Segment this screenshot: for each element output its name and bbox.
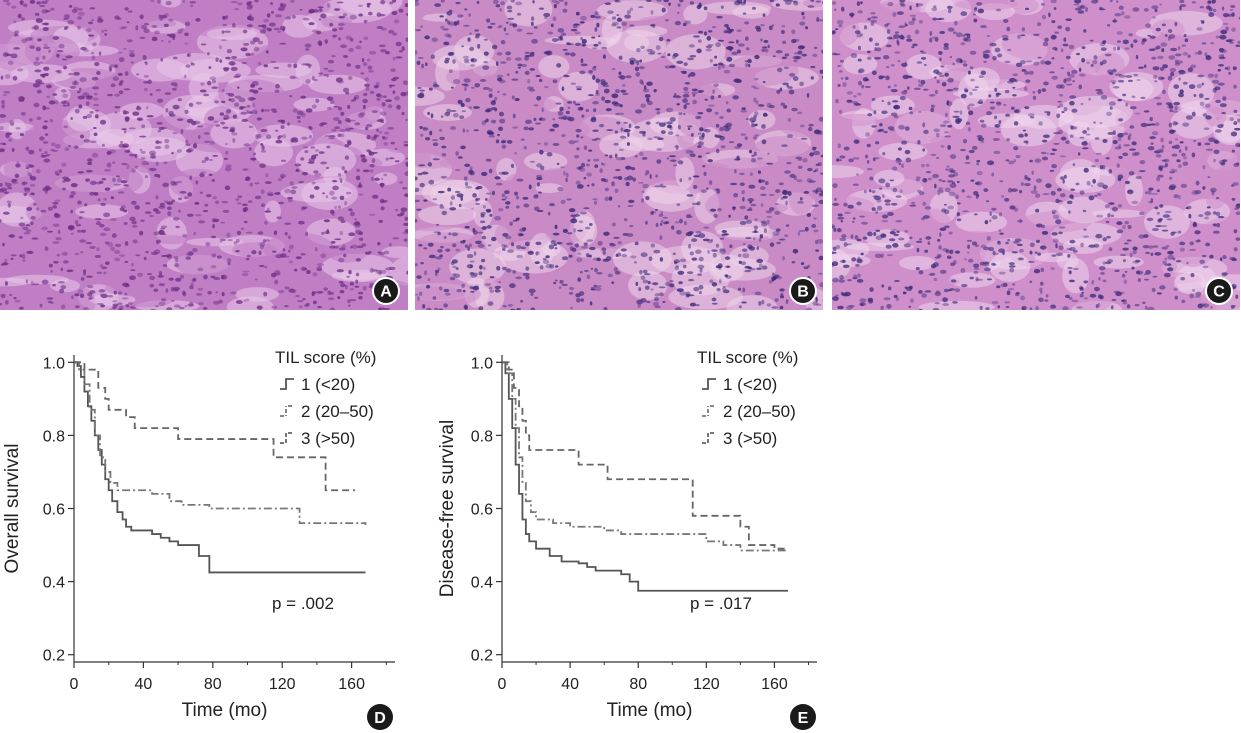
x-tick-label: 0 <box>498 676 507 693</box>
panel-label: A <box>380 284 392 301</box>
survival-curve-dashed <box>74 361 356 492</box>
y-tick-label: 0.4 <box>471 575 493 592</box>
legend-entry: 3 (>50) <box>723 429 777 448</box>
legend: TIL score (%) 1 (<20) 2 (20–50) 3 (>50) <box>697 348 798 448</box>
legend-entry: 2 (20–50) <box>723 402 796 421</box>
panel-label: C <box>1213 284 1225 301</box>
panel-label-badge: D <box>367 704 393 730</box>
y-tick-label: 1.0 <box>43 355 65 372</box>
survival-curve-dashdot <box>502 361 789 552</box>
legend: TIL score (%) 1 (<20) 2 (20–50) 3 (>50) <box>275 348 376 448</box>
y-axis-label: Disease-free survival <box>437 420 458 597</box>
legend-title: TIL score (%) <box>697 348 798 367</box>
x-tick-label: 40 <box>561 676 579 693</box>
x-tick-label: 160 <box>761 676 788 693</box>
x-tick-label: 80 <box>629 676 647 693</box>
histology-panel-a: A <box>0 0 408 310</box>
histology-image-c: C <box>832 0 1240 310</box>
x-tick-label: 40 <box>135 676 153 693</box>
y-tick-label: 0.2 <box>471 648 493 665</box>
y-tick-label: 0.2 <box>43 648 65 665</box>
legend-title: TIL score (%) <box>275 348 376 367</box>
y-tick-label: 0.8 <box>43 428 65 445</box>
panel-label: E <box>798 710 809 727</box>
x-tick-label: 80 <box>204 676 222 693</box>
histology-image-a: A <box>0 0 408 310</box>
panel-label-badge: A <box>372 277 400 305</box>
x-axis-label: Time (mo) <box>607 700 693 721</box>
histology-image-b: B <box>415 0 823 310</box>
legend-swatch <box>702 378 716 390</box>
histology-panel-b: B <box>415 0 823 310</box>
legend-entry: 1 (<20) <box>723 375 777 394</box>
overall-survival-chart: 0.2 0.4 0.6 0.8 1.0 0 40 80 120 160 Time (mo) Overa… <box>2 348 395 730</box>
legend-swatch <box>702 432 716 444</box>
panel-label-badge: E <box>790 704 816 730</box>
histology-panel-c: C <box>832 0 1240 310</box>
survival-curve-solid <box>502 361 789 592</box>
x-axis-label: Time (mo) <box>182 700 268 721</box>
survival-plots: 0.2 0.4 0.6 0.8 1.0 0 40 80 120 160 Time (mo) Overa… <box>2 348 817 730</box>
p-value-annotation: p = .002 <box>272 594 334 613</box>
x-tick-label: 160 <box>338 676 365 693</box>
x-tick-label: 120 <box>693 676 720 693</box>
y-tick-label: 0.4 <box>43 575 65 592</box>
panel-label: B <box>797 284 809 301</box>
y-axis-label: Overall survival <box>2 444 23 574</box>
legend-swatch <box>280 405 294 417</box>
panel-label-badge: B <box>789 277 817 305</box>
legend-swatch <box>280 432 294 444</box>
survival-curve-solid <box>74 361 366 574</box>
x-tick-label: 0 <box>70 676 79 693</box>
legend-swatch <box>280 378 294 390</box>
legend-entry: 1 (<20) <box>301 375 355 394</box>
y-tick-label: 0.6 <box>43 502 65 519</box>
survival-curve-dashdot <box>74 361 367 525</box>
survival-curve-dashed <box>502 361 789 550</box>
panel-label: D <box>374 710 386 727</box>
y-tick-label: 0.6 <box>471 502 493 519</box>
panel-label-badge: C <box>1205 277 1233 305</box>
y-tick-label: 1.0 <box>471 355 493 372</box>
legend-swatch <box>702 405 716 417</box>
disease-free-survival-chart: 0.2 0.4 0.6 0.8 1.0 0 40 80 120 160 Time (mo) Disea… <box>437 348 817 730</box>
legend-entry: 2 (20–50) <box>301 402 374 421</box>
legend-entry: 3 (>50) <box>301 429 355 448</box>
p-value-annotation: p = .017 <box>690 594 752 613</box>
y-tick-label: 0.8 <box>471 428 493 445</box>
x-tick-label: 120 <box>269 676 296 693</box>
